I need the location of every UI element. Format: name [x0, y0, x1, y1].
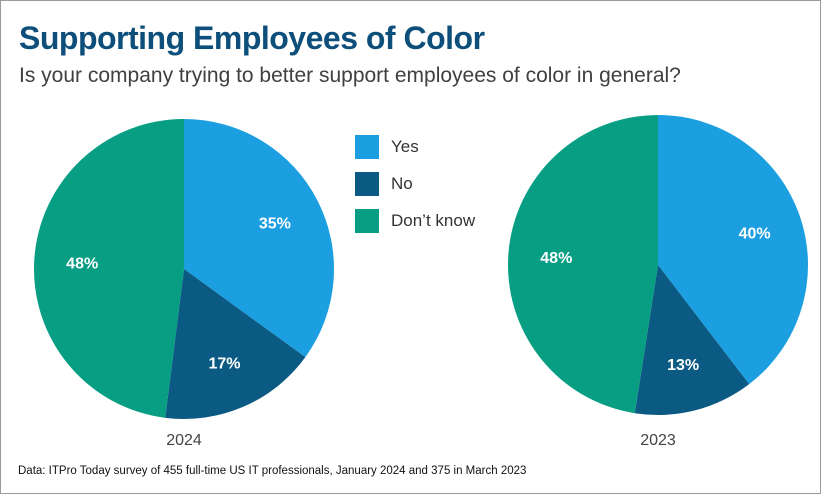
pie-2023-data-label-0: 40%: [739, 225, 771, 242]
pie-2024-slice-2: [33, 119, 185, 418]
pie-2023-slice-0: [658, 115, 809, 385]
legend-swatch-yes: [355, 134, 379, 159]
pie-2023-slice-1: [634, 265, 750, 415]
pie-2023-data-label-2: 48%: [540, 250, 572, 267]
legend-swatch-dont-know: [355, 208, 379, 233]
chart-subtitle: Is your company trying to better support…: [19, 64, 681, 87]
legend-label-yes: Yes: [391, 136, 419, 156]
pie-2024-data-label-1: 17%: [208, 356, 240, 373]
pie-2023-data-label-1: 13%: [667, 357, 699, 374]
legend-item-no: No: [355, 165, 475, 202]
pie-2024-slice-0: [184, 119, 334, 358]
legend: Yes No Don’t know: [355, 128, 475, 239]
pie-year-label-2024: 2024: [166, 432, 202, 449]
legend-item-dont-know: Don’t know: [355, 202, 475, 239]
pie-2024-slice-1: [165, 269, 306, 419]
legend-label-dont-know: Don’t know: [391, 210, 476, 230]
legend-item-yes: Yes: [355, 128, 475, 165]
source-note: Data: ITPro Today survey of 455 full-tim…: [18, 465, 527, 477]
pie-2024-data-label-2: 48%: [66, 256, 98, 273]
chart-title: Supporting Employees of Color: [19, 20, 485, 56]
legend-swatch-no: [355, 171, 379, 196]
pie-2024-data-label-0: 35%: [259, 216, 291, 233]
pie-year-label-2023: 2023: [640, 432, 676, 449]
pie-2023-slice-2: [507, 115, 658, 414]
legend-label-no: No: [391, 173, 413, 193]
